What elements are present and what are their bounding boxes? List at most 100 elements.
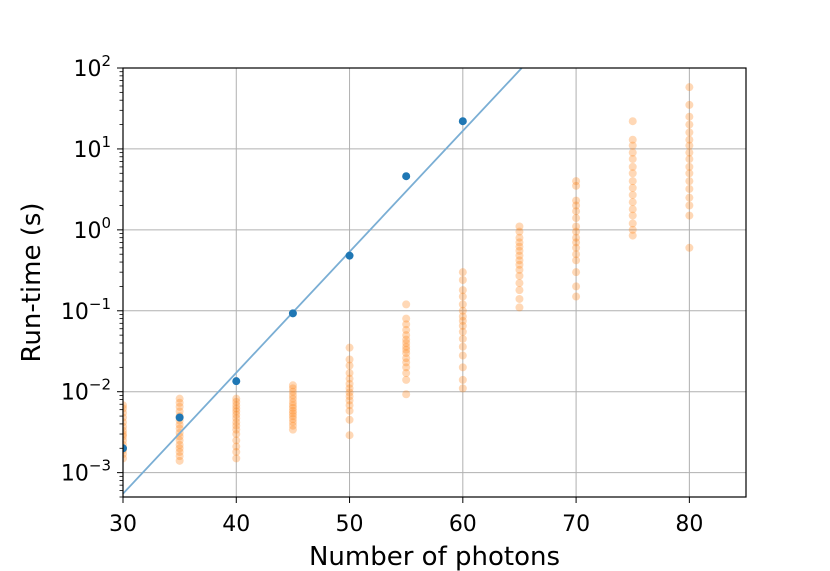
orange-point <box>232 401 241 410</box>
y-tick-label: 102 <box>73 52 111 82</box>
orange-point <box>288 406 297 415</box>
orange-point <box>402 354 411 363</box>
orange-point <box>123 430 127 439</box>
orange-point <box>345 431 354 440</box>
orange-point <box>123 404 127 413</box>
orange-point <box>458 363 467 372</box>
orange-point <box>458 351 467 360</box>
x-tick-label: 50 <box>336 512 364 537</box>
orange-point <box>572 227 581 236</box>
orange-point <box>628 141 637 150</box>
orange-point <box>232 454 241 463</box>
orange-point <box>123 401 127 410</box>
orange-point <box>345 392 354 401</box>
orange-point <box>402 349 411 358</box>
orange-point <box>175 394 184 403</box>
y-tick-label: 101 <box>73 133 111 163</box>
orange-point <box>628 155 637 164</box>
orange-point <box>458 300 467 309</box>
orange-point <box>572 177 581 186</box>
orange-point <box>515 303 524 312</box>
orange-point <box>685 243 694 252</box>
orange-point <box>402 331 411 340</box>
orange-point <box>572 243 581 252</box>
orange-point <box>123 422 127 431</box>
orange-point <box>458 342 467 351</box>
orange-point <box>345 384 354 393</box>
orange-point <box>232 425 241 434</box>
orange-point <box>345 406 354 415</box>
y-tick-label: 10−1 <box>61 295 111 325</box>
axis-ticks: 30 40 50 60 70 80 10−3 10−2 10−1 100 101 102 <box>61 52 703 537</box>
orange-point <box>572 196 581 205</box>
orange-point <box>288 387 297 396</box>
orange-point <box>685 184 694 193</box>
grid <box>122 67 746 497</box>
orange-point <box>175 440 184 449</box>
orange-point <box>458 286 467 295</box>
orange-point <box>402 338 411 347</box>
orange-point <box>458 268 467 277</box>
orange-point <box>572 256 581 265</box>
orange-point <box>685 169 694 178</box>
orange-point <box>685 135 694 144</box>
orange-point <box>402 342 411 351</box>
orange-point <box>458 306 467 315</box>
orange-point <box>288 421 297 430</box>
y-tick-label: 100 <box>73 214 111 244</box>
orange-point <box>402 345 411 354</box>
orange-point <box>402 363 411 372</box>
y-axis-label: Run-time (s) <box>17 202 47 362</box>
orange-point <box>685 112 694 121</box>
orange-point <box>288 391 297 400</box>
orange-point <box>458 316 467 325</box>
orange-point <box>288 384 297 393</box>
orange-point <box>458 334 467 343</box>
orange-point <box>288 415 297 424</box>
orange-point <box>402 300 411 309</box>
orange-point <box>402 314 411 323</box>
orange-point <box>345 396 354 405</box>
orange-point <box>685 155 694 164</box>
orange-point <box>288 409 297 418</box>
orange-point <box>628 148 637 157</box>
orange-point <box>232 397 241 406</box>
orange-point <box>685 177 694 186</box>
orange-point <box>515 265 524 274</box>
orange-point <box>572 268 581 277</box>
orange-point <box>288 403 297 412</box>
orange-point <box>345 369 354 378</box>
orange-point <box>515 227 524 236</box>
orange-point <box>628 198 637 207</box>
orange-point <box>515 260 524 269</box>
orange-point <box>458 384 467 393</box>
orange-point <box>572 233 581 242</box>
orange-point <box>572 292 581 301</box>
orange-point <box>685 162 694 171</box>
orange-point <box>572 238 581 247</box>
orange-point <box>572 214 581 223</box>
orange-point <box>572 207 581 216</box>
orange-point <box>628 231 637 240</box>
fit-line <box>123 68 523 495</box>
orange-point <box>685 193 694 202</box>
orange-point <box>402 335 411 344</box>
orange-point <box>345 401 354 410</box>
orange-point <box>572 250 581 259</box>
x-tick-label: 60 <box>449 512 477 537</box>
orange-point <box>232 436 241 445</box>
orange-point <box>628 190 637 199</box>
orange-point <box>515 242 524 251</box>
orange-point <box>628 225 637 234</box>
orange-point <box>515 279 524 288</box>
orange-point <box>685 211 694 220</box>
orange-point <box>123 432 127 441</box>
orange-point <box>232 410 241 419</box>
orange-point <box>123 408 127 417</box>
blue-point <box>175 413 184 422</box>
orange-point <box>628 211 637 220</box>
orange-point <box>628 183 637 192</box>
orange-point <box>123 426 127 435</box>
orange-point <box>572 201 581 210</box>
